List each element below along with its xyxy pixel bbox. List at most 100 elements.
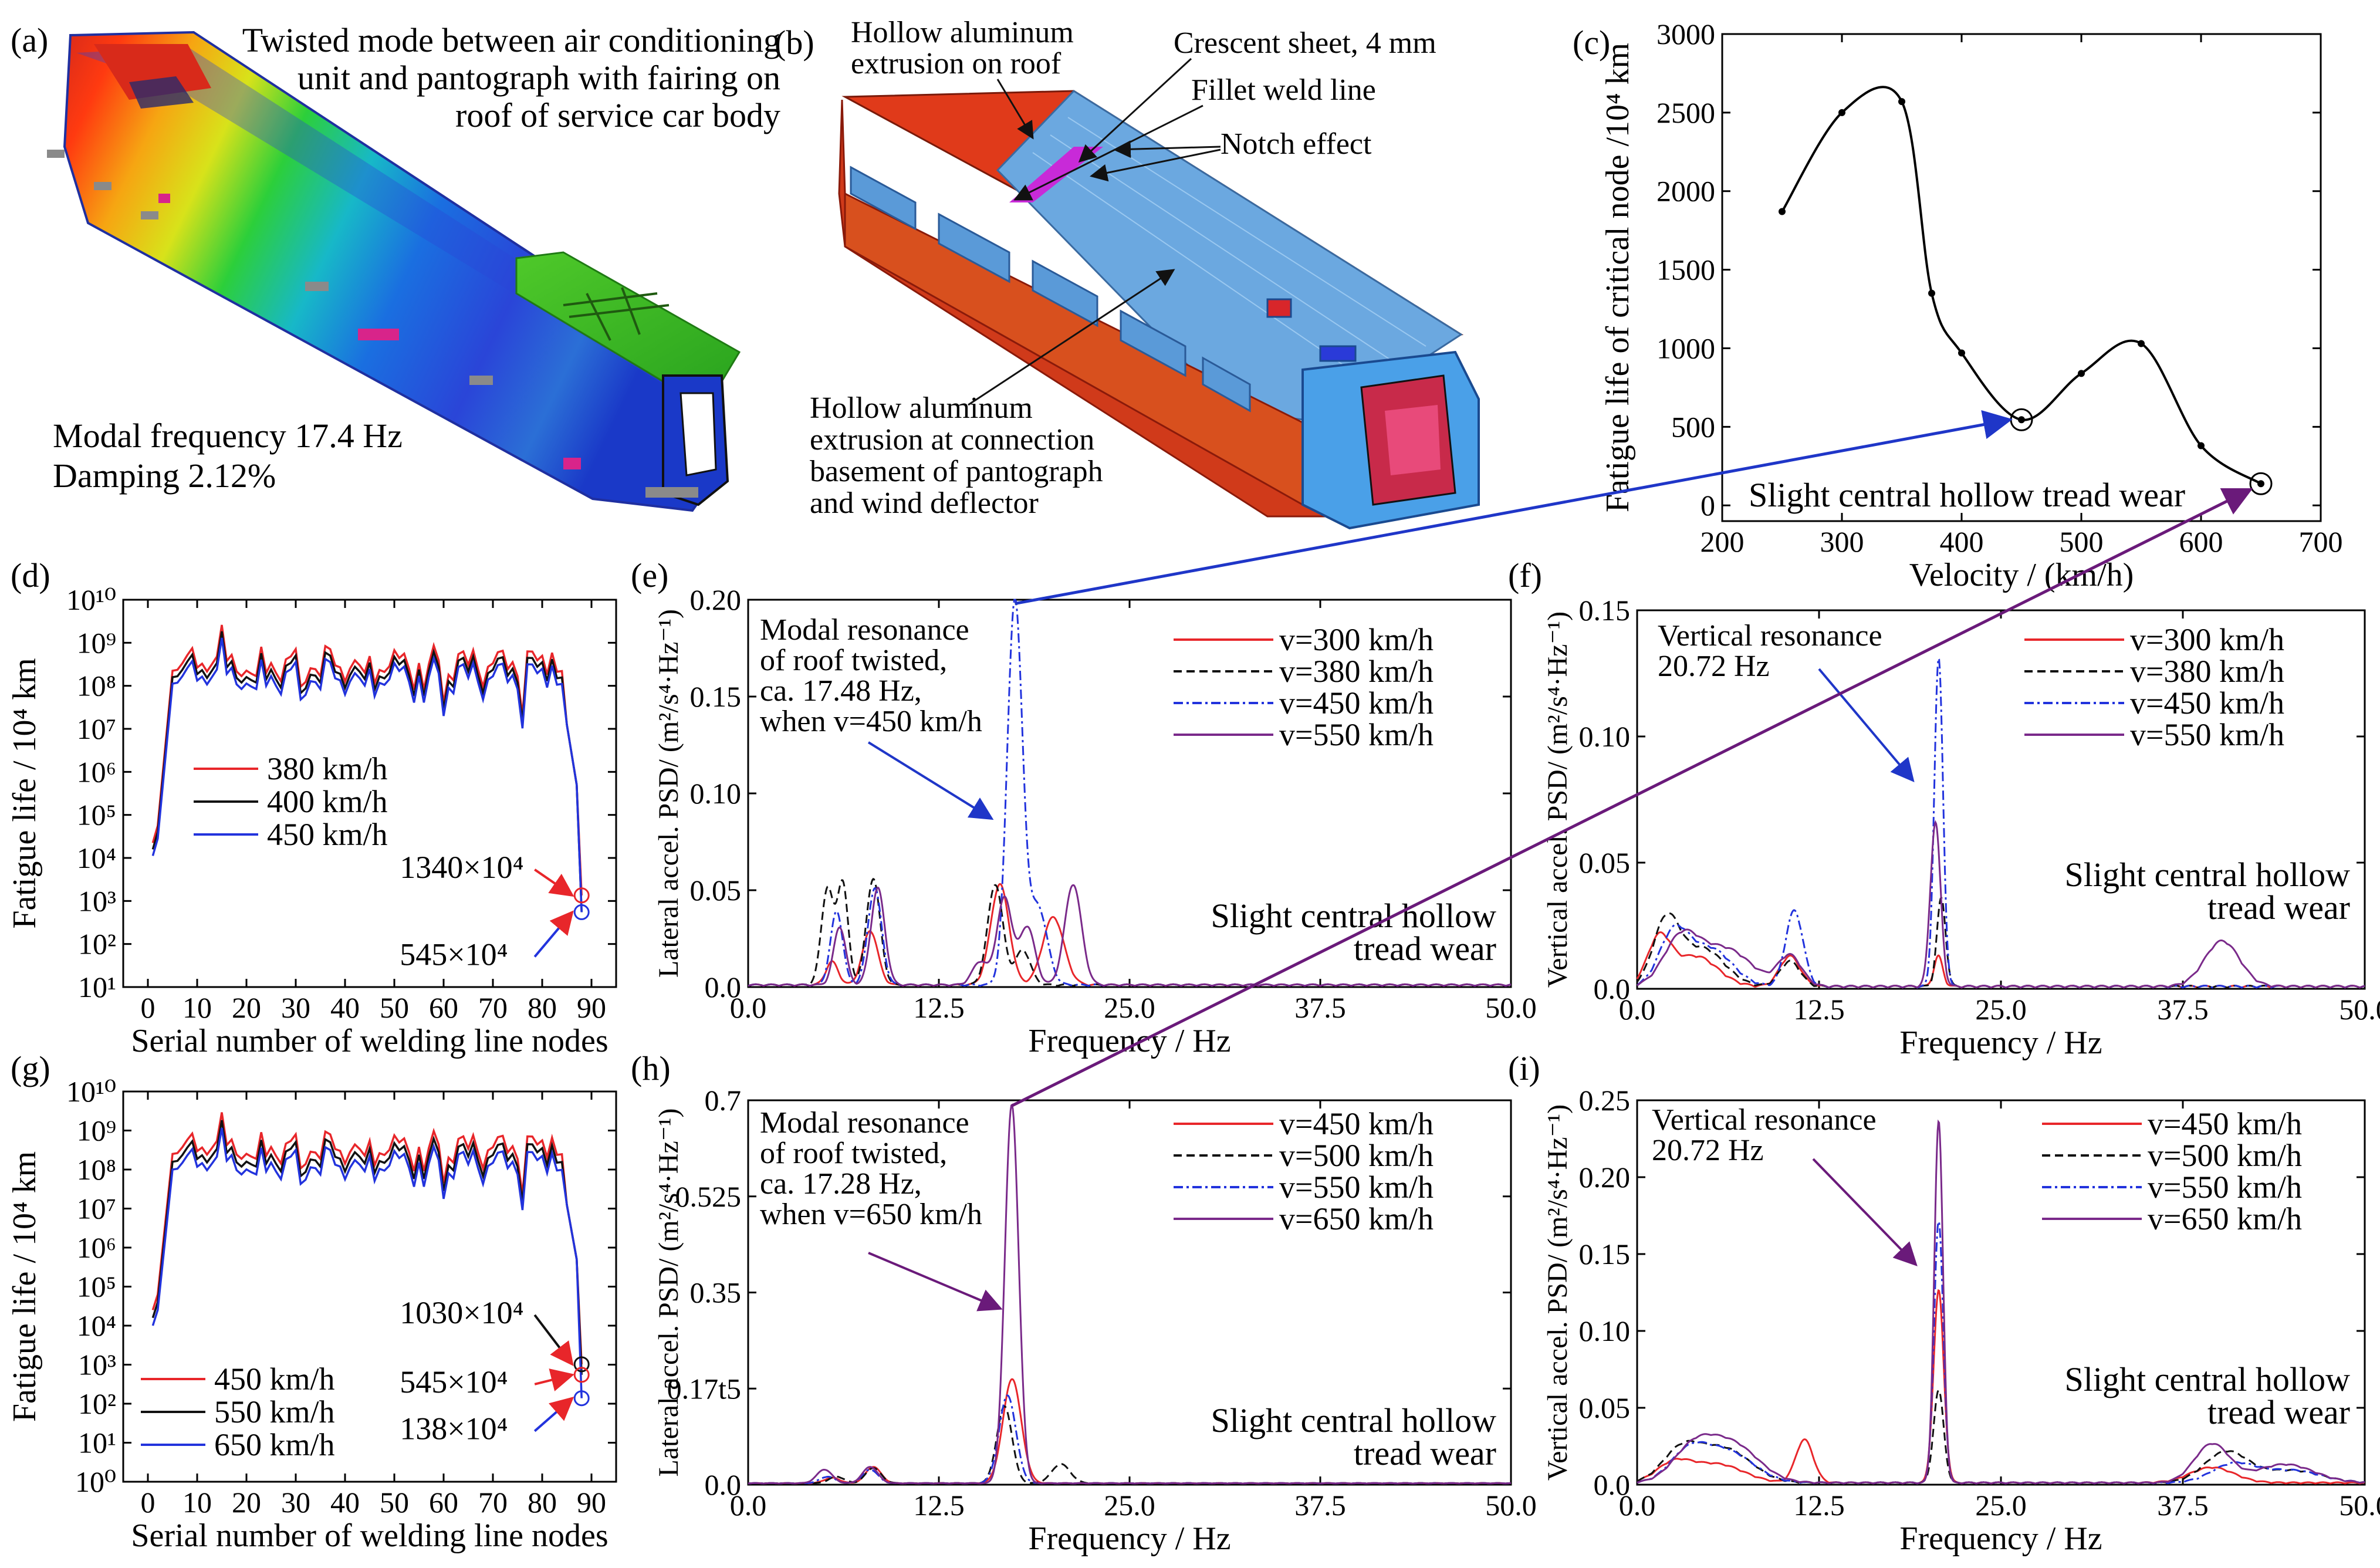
chart-i-ytick-label: 0.15 [1579, 1238, 1631, 1270]
chart-c-data-point [1958, 349, 1965, 357]
chart-g-ytick-label: 10⁵ [77, 1270, 116, 1303]
chart-d-plot-frame [122, 599, 617, 988]
chart-c-data-point [2078, 370, 2085, 377]
chart-f-xtick-label: 0.0 [1619, 993, 1656, 1026]
chart-i-xlabel: Frequency / Hz [1899, 1520, 2102, 1557]
chart-h-ytick-label: 0.525 [675, 1180, 742, 1213]
chart-d-xtick-label: 70 [478, 991, 508, 1024]
chart-i-xtick-label: 12.5 [1793, 1489, 1845, 1522]
chart-g-series-line [151, 1127, 583, 1398]
chart-d-xtick-label: 90 [577, 991, 606, 1024]
chart-d-legend-label: 380 km/h [267, 751, 388, 786]
chart-d-ytick-label: 10⁴ [77, 842, 116, 874]
chart-g-ytick-label: 10⁸ [77, 1153, 116, 1186]
connector-h-to-c [1011, 488, 2253, 1107]
chart-h-xtick-label: 50.0 [1485, 1489, 1537, 1522]
panel-a-caption-line-2: unit and pantograph with fairing on [298, 59, 780, 97]
chart-d-xtick-label: 20 [232, 991, 261, 1024]
panel-b-hollow-roof-line-2: extrusion on roof [851, 47, 1061, 80]
chart-c-ytick-label: 500 [1671, 410, 1715, 443]
panel-b: (b) Hollow aluminum extrusion on roof Cr… [775, 16, 1480, 530]
chart-c-data-point [2138, 340, 2145, 347]
chart-i-label: (i) [1508, 1049, 1540, 1087]
chart-c-data-point [2257, 480, 2264, 488]
chart-f-series-line [1637, 820, 2365, 989]
chart-c-data-point [1779, 208, 1786, 215]
chart-f-xtick-label: 25.0 [1975, 993, 2027, 1026]
chart-d-ytick-label: 10⁸ [77, 670, 116, 702]
chart-g-ytick-label: 10¹⁰ [66, 1075, 116, 1108]
chart-h-ytick-label: 0.0 [705, 1468, 742, 1501]
chart-f-xtick-label: 37.5 [2157, 993, 2209, 1026]
chart-g-end-value: 1030×10⁴ [400, 1295, 523, 1330]
panel-a-caption-line-1: Twisted mode between air conditioning [242, 21, 780, 59]
chart-h-legend-label: v=650 km/h [1279, 1201, 1434, 1236]
chart-e-legend-label: v=550 km/h [1279, 717, 1434, 752]
chart-i-ytick-label: 0.10 [1579, 1314, 1631, 1347]
chart-h-ytick-label: 0.7 [705, 1084, 742, 1117]
chart-d-ytick-label: 10⁵ [77, 799, 116, 832]
chart-d-legend-label: 450 km/h [267, 817, 388, 852]
chart-i-ytick-label: 0.0 [1594, 1468, 1631, 1501]
chart-h-xlabel: Frequency / Hz [1028, 1520, 1230, 1557]
chart-f-legend-label: v=380 km/h [2130, 654, 2284, 689]
panel-b-hollow-connection-line-1: Hollow aluminum [810, 391, 1033, 425]
chart-d-end-arrow [534, 869, 574, 897]
panel-b-leader-lines [968, 58, 1221, 406]
chart-i-ytick-label: 0.05 [1579, 1391, 1631, 1424]
chart-h-annotation-line: of roof twisted, [760, 1137, 947, 1170]
chart-i-legend-label: v=650 km/h [2148, 1201, 2302, 1236]
chart-f-annotation-arrow [1818, 668, 1915, 783]
chart-c-data-point [1898, 98, 1905, 106]
chart-g-label: (g) [11, 1049, 50, 1087]
chart-e-annotation-line: when v=450 km/h [760, 705, 982, 738]
chart-i-xtick-label: 50.0 [2339, 1489, 2380, 1522]
chart-g-ytick-label: 10⁷ [77, 1192, 116, 1225]
chart-h-legend-label: v=450 km/h [1279, 1106, 1434, 1141]
chart-g-end-marker [573, 1356, 590, 1373]
chart-c-data-point [1928, 289, 1935, 297]
chart-i-legend-label: v=500 km/h [2148, 1138, 2302, 1173]
chart-e-xtick-label: 50.0 [1485, 991, 1537, 1024]
chart-e-annotation-arrow [867, 741, 994, 820]
chart-c-ylabel: Fatigue life of critical node /10⁴ km [1600, 43, 1636, 512]
chart-d-series-line [151, 637, 583, 913]
chart-d: (d) 0 10 20 30 40 50 60 70 80 90 10¹ 10² 10³ 10⁴ 10⁵ 10⁶… [6, 556, 617, 1059]
chart-e-annotation-line: of roof twisted, [760, 644, 947, 677]
chart-f-legend-label: v=450 km/h [2130, 685, 2284, 721]
chart-e-annotation-line: ca. 17.48 Hz, [760, 674, 922, 708]
chart-i-wear-label: Slight central hollow [2065, 1360, 2351, 1398]
chart-g-end-arrow [533, 1314, 574, 1367]
chart-d-ytick-label: 10⁷ [77, 712, 116, 745]
panel-b-crescent-label: Crescent sheet, 4 mm [1174, 26, 1436, 60]
chart-i-annotation-arrow [1812, 1158, 1918, 1266]
chart-e-wear-label: Slight central hollow [1211, 897, 1497, 935]
chart-h-xtick-label: 37.5 [1294, 1489, 1346, 1522]
chart-g-ytick-label: 10⁹ [77, 1114, 116, 1147]
chart-d-end-marker [573, 904, 590, 920]
panel-b-hollow-connection-line-4: and wind deflector [810, 486, 1039, 520]
chart-f-ytick-label: 0.0 [1594, 972, 1631, 1005]
chart-c-highlight-marker [2249, 472, 2273, 495]
chart-g-end-value: 138×10⁴ [400, 1411, 508, 1447]
chart-f-xtick-label: 50.0 [2339, 993, 2380, 1026]
chart-g-end-arrow [534, 1368, 575, 1391]
chart-d-xtick-label: 10 [182, 991, 212, 1024]
chart-e-ytick-label: 0.20 [690, 583, 742, 616]
chart-g-legend-label: 450 km/h [214, 1361, 335, 1397]
panel-a-modal-frequency: Modal frequency 17.4 Hz [53, 417, 403, 455]
chart-f-annotation-line: 20.72 Hz [1658, 650, 1770, 683]
chart-g: (g) 0 10 20 30 40 50 60 70 80 90 10⁰ 10¹ 10² 10³ 10⁴ 10⁵… [6, 1049, 617, 1554]
chart-h: (h) 0.0 12.5 25.0 37.5 50.0 0.0 0.17t5 0.35 0.525… [631, 1049, 1537, 1557]
chart-g-end-value: 545×10⁴ [400, 1364, 508, 1400]
chart-h-xtick-label: 0.0 [730, 1489, 767, 1522]
car-body-modal-image [47, 31, 741, 512]
chart-d-end-marker [573, 887, 590, 904]
chart-i: (i) 0.0 12.5 25.0 37.5 50.0 0.0 0.05 0.10 0.15 0.2… [1508, 1049, 2380, 1557]
chart-h-annotation-line: Modal resonance [760, 1106, 969, 1140]
chart-d-xtick-label: 0 [141, 991, 155, 1024]
chart-h-wear-label: tread wear [1354, 1434, 1496, 1472]
chart-e-wear-label: tread wear [1354, 930, 1496, 968]
chart-g-xtick-label: 70 [478, 1486, 508, 1519]
